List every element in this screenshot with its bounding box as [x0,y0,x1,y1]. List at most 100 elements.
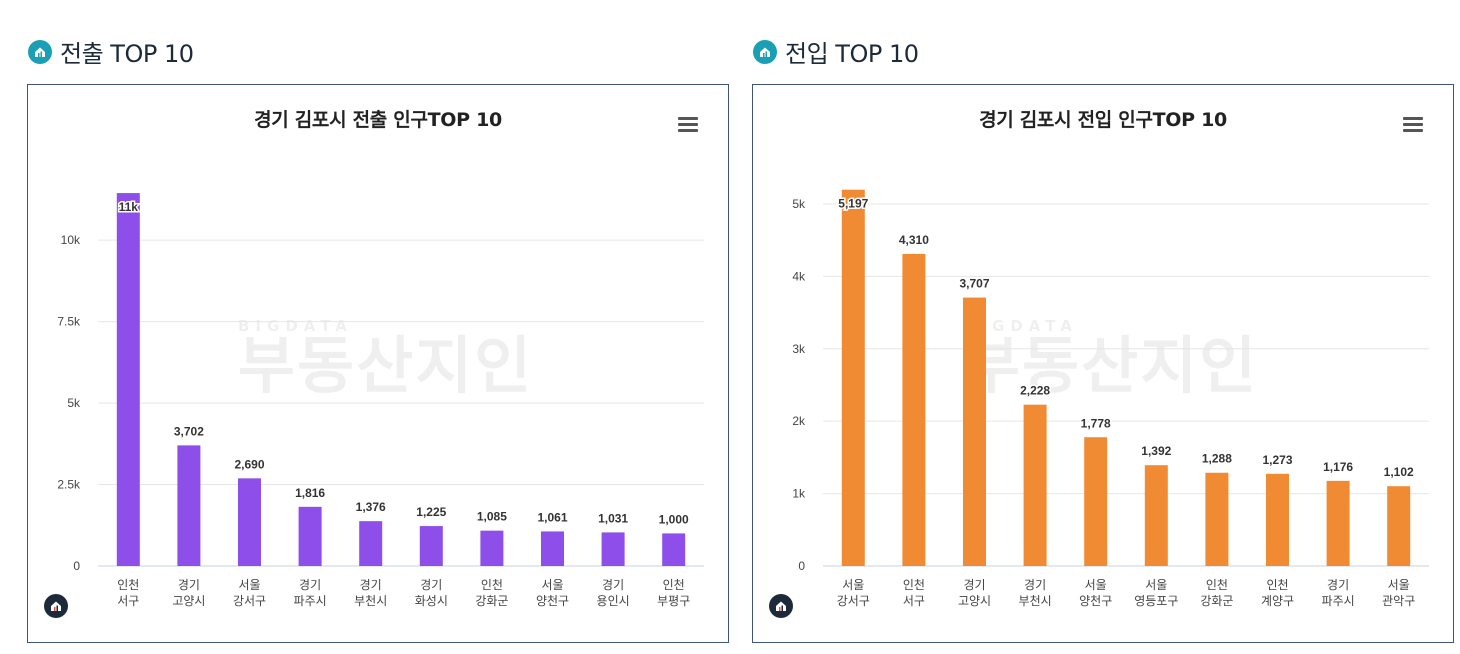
bar[interactable] [841,189,865,566]
bar[interactable] [902,253,926,566]
x-tick-label: 강서구 [233,594,266,608]
house-logo-icon [769,594,793,618]
x-tick-label: 양천구 [1079,593,1112,608]
data-label: 3,707 [959,277,989,291]
x-tick-label: 강화군 [475,594,508,608]
data-label: 4,310 [899,233,929,247]
x-tick-label: 경기 [1024,578,1046,592]
x-tick-label: 인천 [903,577,925,592]
x-tick-label: 인천 [117,577,139,592]
data-label: 1,061 [537,510,567,524]
section-title: 전출 TOP 10 [60,40,194,68]
house-icon [753,39,777,64]
data-label: 1,085 [477,510,507,524]
section-header-inflow: 전입 TOP 10 [753,34,919,69]
section-header-outflow: 전출 TOP 10 [28,34,194,69]
x-tick-label: 영등포구 [1134,594,1178,608]
data-label: 1,273 [1262,453,1292,467]
x-tick-label: 용인시 [597,594,630,608]
bar[interactable] [1144,465,1168,566]
data-label: 5,197 [838,197,868,211]
x-tick-label: 인천 [1266,577,1288,592]
x-tick-label: 계양구 [1261,594,1294,608]
y-tick-label: 0 [73,559,80,573]
section-title: 전입 TOP 10 [785,40,919,68]
data-label: 1,816 [295,486,325,500]
x-tick-label: 강서구 [837,594,870,608]
bar[interactable] [298,506,322,566]
x-tick-label: 고양시 [958,594,991,608]
x-tick-label: 화성시 [415,594,448,608]
x-tick-label: 관악구 [1382,594,1415,608]
x-tick-label: 파주시 [294,594,327,608]
bar[interactable] [1266,473,1289,566]
y-tick-label: 5k [792,197,806,211]
hamburger-menu-icon[interactable] [678,115,700,133]
data-label: 1,000 [659,512,689,526]
x-tick-label: 경기 [299,578,321,592]
x-tick-label: 경기 [602,578,624,592]
x-tick-label: 경기 [360,578,382,592]
y-tick-label: 2k [792,414,806,428]
data-label: 1,392 [1141,444,1171,458]
bar[interactable] [177,445,201,566]
bar[interactable] [1387,486,1411,566]
x-tick-label: 경기 [178,578,200,592]
bar[interactable] [1084,437,1108,566]
x-tick-label: 강화군 [1200,594,1233,608]
x-tick-label: 부천시 [354,593,387,608]
bar[interactable] [116,193,140,566]
data-label: 2,690 [234,457,264,471]
x-tick-label: 경기 [963,578,985,592]
y-tick-label: 0 [798,559,805,573]
x-tick-label: 양천구 [536,593,569,608]
data-label: 11k [119,200,139,214]
bar[interactable] [359,521,383,566]
y-tick-label: 2.5k [57,478,81,492]
chart-panel-outflow: BIGDATA 부동산지인 0 2.5k 5k 7.5k 10k 11k 인천 서구 3,702… [27,84,729,643]
data-label: 1,031 [598,511,628,525]
y-tick-label: 7.5k [57,315,81,329]
data-label: 2,228 [1020,384,1050,398]
y-tick-label: 4k [792,269,806,283]
bar[interactable] [1023,404,1047,566]
y-tick-label: 1k [792,487,806,501]
chart-title: 경기 김포시 전입 인구TOP 10 [979,109,1227,131]
x-tick-label: 경기 [1327,578,1349,592]
x-tick-label: 고양시 [172,594,205,608]
x-tick-label: 서울 [1085,578,1107,592]
chart-title: 경기 김포시 전출 인구TOP 10 [254,109,502,131]
x-tick-label: 서구 [117,594,139,608]
y-tick-label: 10k [61,233,81,247]
x-tick-label: 서울 [541,578,563,592]
bar[interactable] [963,297,986,566]
x-tick-label: 서울 [1145,578,1167,592]
x-tick-label: 서울 [1388,578,1410,592]
x-tick-label: 인천 [663,577,685,592]
x-tick-label: 경기 [420,578,442,592]
bar[interactable] [601,532,625,566]
x-tick-label: 부천시 [1019,593,1052,608]
house-logo-icon [44,594,68,618]
data-label: 1,376 [356,500,386,514]
bar[interactable] [662,533,686,566]
data-label: 3,702 [174,424,204,438]
bar[interactable] [1205,472,1229,566]
data-label: 1,288 [1202,452,1232,466]
house-icon [28,39,52,64]
bar[interactable] [419,526,443,566]
x-tick-label: 서구 [903,594,925,608]
x-tick-label: 부평구 [657,594,690,608]
bar[interactable] [1326,480,1350,566]
bar[interactable] [480,530,504,566]
x-tick-label: 인천 [481,577,503,592]
y-tick-label: 5k [67,396,81,410]
hamburger-menu-icon[interactable] [1403,115,1425,133]
data-label: 1,102 [1384,465,1414,479]
bar[interactable] [541,531,564,566]
bar[interactable] [238,478,261,566]
x-tick-label: 서울 [238,578,260,592]
x-tick-label: 서울 [842,578,864,592]
